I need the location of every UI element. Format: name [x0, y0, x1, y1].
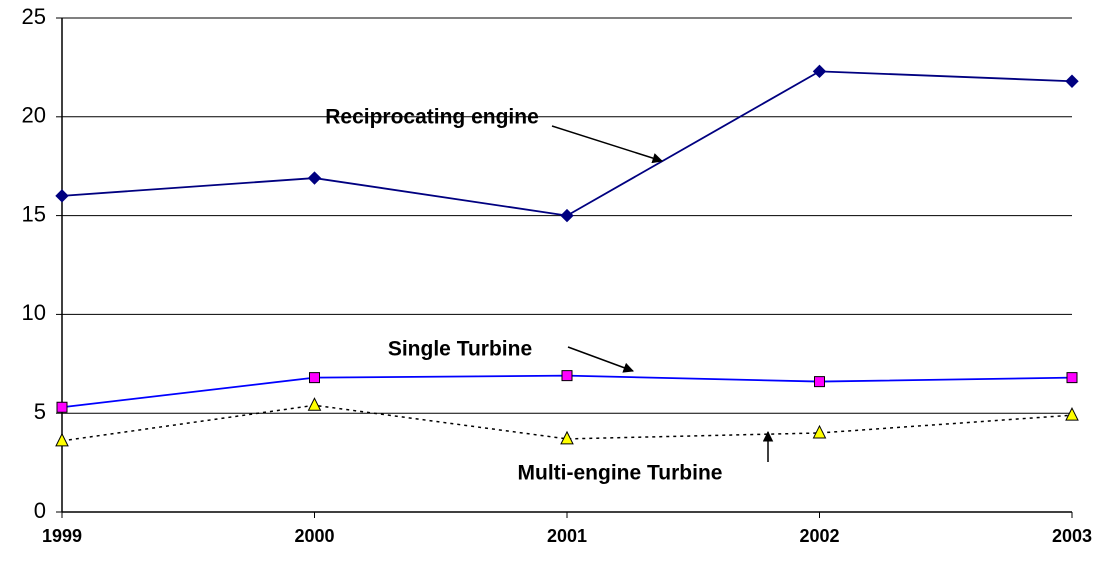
series-annotation: Reciprocating engine [325, 106, 539, 129]
point-marker [560, 208, 574, 223]
point-marker [812, 424, 827, 439]
y-tick-label: 20 [22, 103, 46, 128]
x-tick-label: 2001 [547, 526, 587, 546]
annotation-arrow [567, 346, 634, 373]
point-marker [307, 397, 322, 411]
y-tick-label: 15 [22, 201, 46, 226]
series-line [61, 70, 1073, 217]
point-marker [560, 430, 574, 445]
x-tick-label: 2002 [799, 526, 839, 546]
point-marker [1066, 372, 1078, 384]
point-marker [309, 372, 320, 384]
series-line [61, 404, 1073, 442]
y-tick-label: 10 [22, 300, 46, 325]
annotation-arrow [551, 125, 664, 164]
y-tick-label: 0 [34, 498, 46, 523]
series-annotation: Single Turbine [388, 338, 532, 361]
point-marker [1065, 74, 1079, 88]
point-marker [55, 189, 69, 203]
y-tick-label: 5 [34, 399, 46, 424]
point-marker [55, 432, 69, 447]
x-tick-label: 2003 [1052, 526, 1092, 546]
point-marker [561, 370, 573, 382]
point-marker [307, 171, 322, 185]
point-marker [812, 64, 827, 79]
series-annotation: Multi-engine Turbine [518, 462, 723, 485]
y-tick-label: 25 [22, 4, 46, 29]
x-tick-label: 2000 [294, 526, 334, 546]
point-marker [56, 401, 68, 413]
x-tick-label: 1999 [42, 526, 82, 546]
point-marker [1065, 407, 1079, 421]
point-marker [814, 376, 825, 388]
